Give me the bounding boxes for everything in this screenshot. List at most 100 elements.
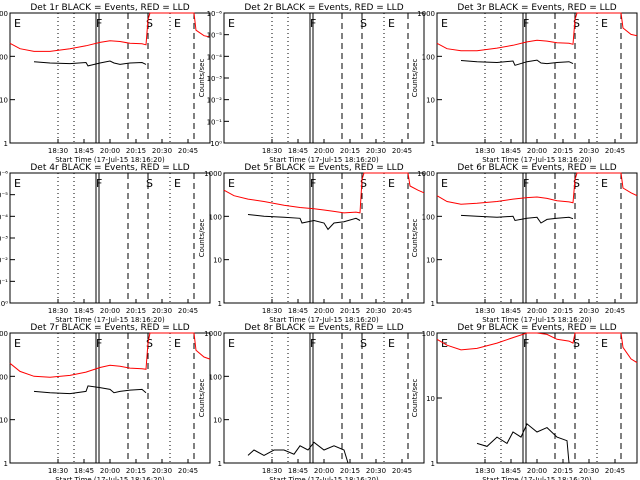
event-marker: S [573,337,580,350]
chart-title: Det 5r BLACK = Events, RED = LLD [244,163,403,173]
series-line-events [247,441,349,464]
event-marker: E [388,337,395,350]
event-marker: E [14,337,21,350]
x-tick-label: 20:45 [392,147,412,155]
event-marker: S [360,337,367,350]
x-tick-label: 18:30 [262,467,282,475]
x-axis-label: Start Time (17-Jul-15 18:16:20) [482,316,592,324]
y-tick-label: 10 [213,417,222,425]
y-tick-label: 10⁻³ [0,235,8,243]
x-tick-label: 20:30 [579,307,599,315]
y-tick-label: 1 [431,460,435,468]
y-tick-label: 100 [0,373,8,381]
event-marker: S [146,177,153,190]
chart-title: Det 2r BLACK = Events, RED = LLD [244,3,403,13]
series-line-lld [9,332,211,378]
event-marker: F [523,337,529,350]
x-tick-label: 20:45 [178,467,198,475]
y-tick-label: 10 [213,257,222,265]
y-tick-label: 10⁻² [207,97,223,105]
plot-frame [223,332,425,464]
x-tick-label: 18:45 [501,467,521,475]
event-marker: F [523,177,529,190]
series-line-lld [223,172,425,214]
x-tick-label: 18:45 [288,307,308,315]
y-tick-label: 1000 [417,170,435,178]
event-marker: E [174,17,181,30]
event-marker: E [441,177,448,190]
x-axis-label: Start Time (17-Jul-15 18:16:20) [482,476,592,480]
series-line-lld [436,332,638,364]
y-tick-label: 1000 [417,10,435,18]
chart-panel-8: Det 8r BLACK = Events, RED = LLD 1 10 100 10… [198,323,425,480]
event-marker: S [146,337,153,350]
x-tick-label: 20:00 [314,147,334,155]
series-line-lld [436,12,638,52]
x-tick-label: 20:00 [314,307,334,315]
y-tick-label: 1 [4,140,8,148]
x-tick-label: 20:15 [340,147,360,155]
x-tick-label: 20:30 [366,467,386,475]
event-marker: E [388,17,395,30]
x-tick-label: 18:45 [288,147,308,155]
plot-frame [436,12,638,144]
x-axis-label: Start Time (17-Jul-15 18:16:20) [482,156,592,164]
y-tick-label: 10⁻⁴ [0,213,8,221]
chart-title: Det 6r BLACK = Events, RED = LLD [457,163,616,173]
y-tick-label: 10⁻⁴ [207,53,223,61]
y-tick-label: 100 [0,53,8,61]
y-tick-label: 1 [218,460,222,468]
x-tick-label: 18:30 [475,307,495,315]
x-tick-label: 18:30 [48,467,68,475]
y-tick-label: 1000 [0,330,8,338]
x-axis-label: Start Time (17-Jul-15 18:16:20) [269,316,379,324]
event-marker: E [388,177,395,190]
event-marker: E [14,17,21,30]
event-marker: E [174,337,181,350]
series-line-events [247,214,361,231]
y-tick-label: 100 [209,213,222,221]
y-tick-label: 10⁻¹ [207,118,223,126]
y-tick-label: 100 [422,330,435,338]
x-tick-label: 20:30 [366,307,386,315]
event-marker: S [360,177,367,190]
x-axis-label: Start Time (17-Jul-15 18:16:20) [55,156,165,164]
event-marker: E [228,177,235,190]
y-tick-label: 1 [218,300,222,308]
x-tick-label: 18:30 [475,467,495,475]
y-tick-label: 1 [431,300,435,308]
x-tick-label: 18:45 [288,467,308,475]
x-tick-label: 18:30 [475,147,495,155]
series-line-lld [436,172,638,205]
x-axis-label: Start Time (17-Jul-15 18:16:20) [269,156,379,164]
chart-title: Det 1r BLACK = Events, RED = LLD [30,3,189,13]
x-tick-label: 20:30 [152,147,172,155]
y-axis-label: Counts/sec [198,59,206,98]
y-tick-label: 10⁰ [210,140,222,148]
y-tick-label: 1000 [0,10,8,18]
event-marker: E [601,17,608,30]
chart-panel-1: Det 1r BLACK = Events, RED = LLD 1 10 100 10… [0,3,211,164]
x-tick-label: 20:15 [553,147,573,155]
x-tick-label: 20:15 [126,467,146,475]
series-line-events [476,423,570,464]
x-tick-label: 18:45 [501,307,521,315]
event-marker: S [573,17,580,30]
y-tick-label: 10 [0,97,8,105]
y-tick-label: 1000 [204,330,222,338]
y-axis-label: Counts/sec [411,379,419,418]
plot-frame [436,172,638,304]
y-tick-label: 10 [0,417,8,425]
y-tick-label: 10⁻⁶ [207,10,223,18]
x-tick-label: 20:45 [605,147,625,155]
plot-frame [9,332,211,464]
chart-panel-6: Det 6r BLACK = Events, RED = LLD 1 10 100 10… [411,163,638,324]
y-axis-label: Counts/sec [198,379,206,418]
y-tick-label: 10 [426,257,435,265]
chart-title: Det 8r BLACK = Events, RED = LLD [244,323,403,333]
x-tick-label: 20:00 [100,307,120,315]
y-tick-label: 100 [209,373,222,381]
y-tick-label: 10 [426,97,435,105]
x-tick-label: 20:15 [553,467,573,475]
